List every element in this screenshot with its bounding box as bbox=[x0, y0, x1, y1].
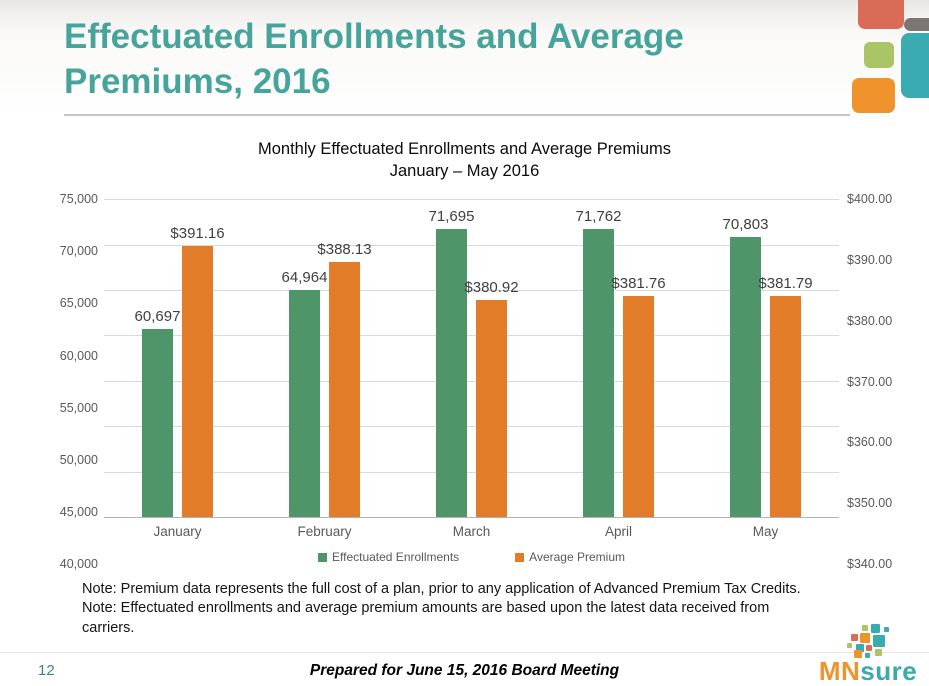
right-axis-tick-label: $340.00 bbox=[847, 557, 893, 572]
bar-premium: $391.16 bbox=[170, 225, 225, 518]
x-axis-label: February bbox=[297, 524, 352, 540]
right-axis-tick-label: $380.00 bbox=[847, 313, 893, 328]
note-line-3: carriers. bbox=[82, 619, 135, 636]
mnsure-logo-mosaic-icon bbox=[847, 624, 893, 658]
legend-swatch bbox=[515, 552, 525, 562]
bar-enrollments: 70,803 bbox=[723, 216, 768, 518]
left-axis-tick-label: 45,000 bbox=[59, 504, 98, 519]
right-axis-tick-label: $400.00 bbox=[847, 192, 893, 207]
x-axis-label: January bbox=[153, 524, 202, 540]
bar-enrollments: 64,964 bbox=[282, 269, 327, 518]
legend-swatch bbox=[317, 552, 327, 562]
legend-label: Average Premium bbox=[529, 550, 625, 565]
gridline bbox=[104, 335, 839, 337]
legend-item: Average Premium bbox=[515, 550, 625, 564]
bar-value-label: $380.92 bbox=[464, 279, 519, 297]
legend-label: Effectuated Enrollments bbox=[331, 550, 460, 565]
gridline bbox=[104, 426, 839, 428]
right-axis-tick-label: $370.00 bbox=[847, 374, 893, 389]
page-title: Effectuated Enrollments and Average Prem… bbox=[64, 0, 869, 105]
chart-legend: Effectuated Enrollments Average Premium bbox=[104, 550, 839, 564]
bar-premium: $380.92 bbox=[464, 279, 519, 518]
right-axis-tick-label: $360.00 bbox=[847, 435, 893, 450]
bar-group: 71,695 $380.92 bbox=[398, 199, 545, 518]
bar-value-label: 71,762 bbox=[575, 207, 622, 225]
x-axis-label: March bbox=[452, 524, 491, 540]
left-axis-tick-label: 70,000 bbox=[59, 244, 98, 259]
left-axis-tick-label: 50,000 bbox=[59, 452, 98, 467]
decoration-coral-square bbox=[858, 0, 904, 29]
bar-enrollments: 71,762 bbox=[576, 208, 621, 518]
right-axis-tick-label: $390.00 bbox=[847, 252, 893, 267]
gridline bbox=[104, 471, 839, 473]
chart-title-block: Monthly Effectuated Enrollments and Aver… bbox=[0, 138, 929, 183]
bar-value-label: $388.13 bbox=[317, 241, 372, 259]
left-axis-tick-label: 65,000 bbox=[59, 296, 98, 311]
gridline bbox=[104, 380, 839, 382]
bar-premium: $381.76 bbox=[611, 275, 666, 518]
footer-text: Prepared for June 15, 2016 Board Meeting bbox=[309, 662, 620, 679]
page-number: 12 bbox=[38, 662, 55, 679]
bar-group: 64,964 $388.13 bbox=[251, 199, 398, 518]
mnsure-logo-mn: MN bbox=[818, 656, 861, 686]
bar-value-label: 60,697 bbox=[134, 308, 181, 326]
mnsure-logo-text: MNsure bbox=[811, 658, 925, 684]
left-axis-tick-label: 60,000 bbox=[59, 348, 98, 363]
chart-subtitle: January – May 2016 bbox=[389, 161, 540, 180]
x-axis-labels: January February March April May bbox=[104, 524, 839, 539]
gridline bbox=[104, 199, 839, 201]
right-axis-tick-label: $350.00 bbox=[847, 496, 893, 511]
plot-area: 60,697 $391.16 64,964 $388.13 71,695 $380.92 7… bbox=[104, 199, 839, 519]
decoration-teal-square bbox=[901, 33, 929, 98]
page-title-line-2: Premiums, 2016 bbox=[64, 61, 331, 101]
mnsure-logo-sure: sure bbox=[860, 656, 918, 686]
bar-group: 70,803 $381.79 bbox=[692, 199, 839, 518]
decoration-gray-square bbox=[904, 18, 929, 31]
title-divider bbox=[64, 113, 850, 116]
gridline bbox=[104, 289, 839, 291]
gridline bbox=[104, 244, 839, 246]
left-axis-tick-label: 55,000 bbox=[59, 400, 98, 415]
bar-enrollments: 71,695 bbox=[429, 208, 474, 518]
note-line-1: Note: Premium data represents the full c… bbox=[82, 581, 801, 598]
bar-value-label: 64,964 bbox=[281, 269, 328, 287]
decoration-green-square bbox=[864, 42, 894, 68]
decoration-orange-square bbox=[852, 78, 895, 113]
bar-value-label: $391.16 bbox=[170, 224, 225, 242]
x-axis-label: April bbox=[604, 524, 632, 540]
bar-value-label: 70,803 bbox=[722, 216, 769, 234]
bar-group: 60,697 $391.16 bbox=[104, 199, 251, 518]
bar-group: 71,762 $381.76 bbox=[545, 199, 692, 518]
x-axis-label: May bbox=[752, 524, 779, 540]
chart-title: Monthly Effectuated Enrollments and Aver… bbox=[257, 139, 672, 158]
bar-premium: $381.79 bbox=[758, 275, 813, 518]
chart: 75,000 70,000 65,000 60,000 55,000 50,000 45,0… bbox=[56, 192, 895, 571]
left-axis-tick-label: 75,000 bbox=[59, 192, 98, 207]
bar-enrollments: 60,697 bbox=[135, 308, 180, 518]
note-line-2: Note: Effectuated enrollments and averag… bbox=[82, 600, 770, 617]
bar-groups: 60,697 $391.16 64,964 $388.13 71,695 $380.92 7… bbox=[104, 199, 839, 518]
footer: 12 Prepared for June 15, 2016 Board Meet… bbox=[0, 624, 929, 686]
left-axis-ticks: 75,000 70,000 65,000 60,000 55,000 50,000 45,0… bbox=[56, 192, 104, 571]
right-axis-ticks: $400.00 $390.00 $380.00 $370.00 $360.00 $350.… bbox=[839, 192, 895, 571]
bar-value-label: 71,695 bbox=[428, 208, 475, 226]
legend-item: Effectuated Enrollments bbox=[317, 550, 460, 565]
left-axis-tick-label: 40,000 bbox=[59, 557, 98, 572]
bar-value-label: $381.76 bbox=[611, 274, 666, 292]
notes: Note: Premium data represents the full c… bbox=[82, 580, 869, 638]
gridline bbox=[104, 517, 839, 519]
page-title-line-1: Effectuated Enrollments and Average bbox=[64, 17, 684, 56]
bar-value-label: $381.79 bbox=[758, 274, 813, 292]
mnsure-logo: MNsure bbox=[811, 624, 925, 684]
bar-premium: $388.13 bbox=[317, 241, 372, 518]
